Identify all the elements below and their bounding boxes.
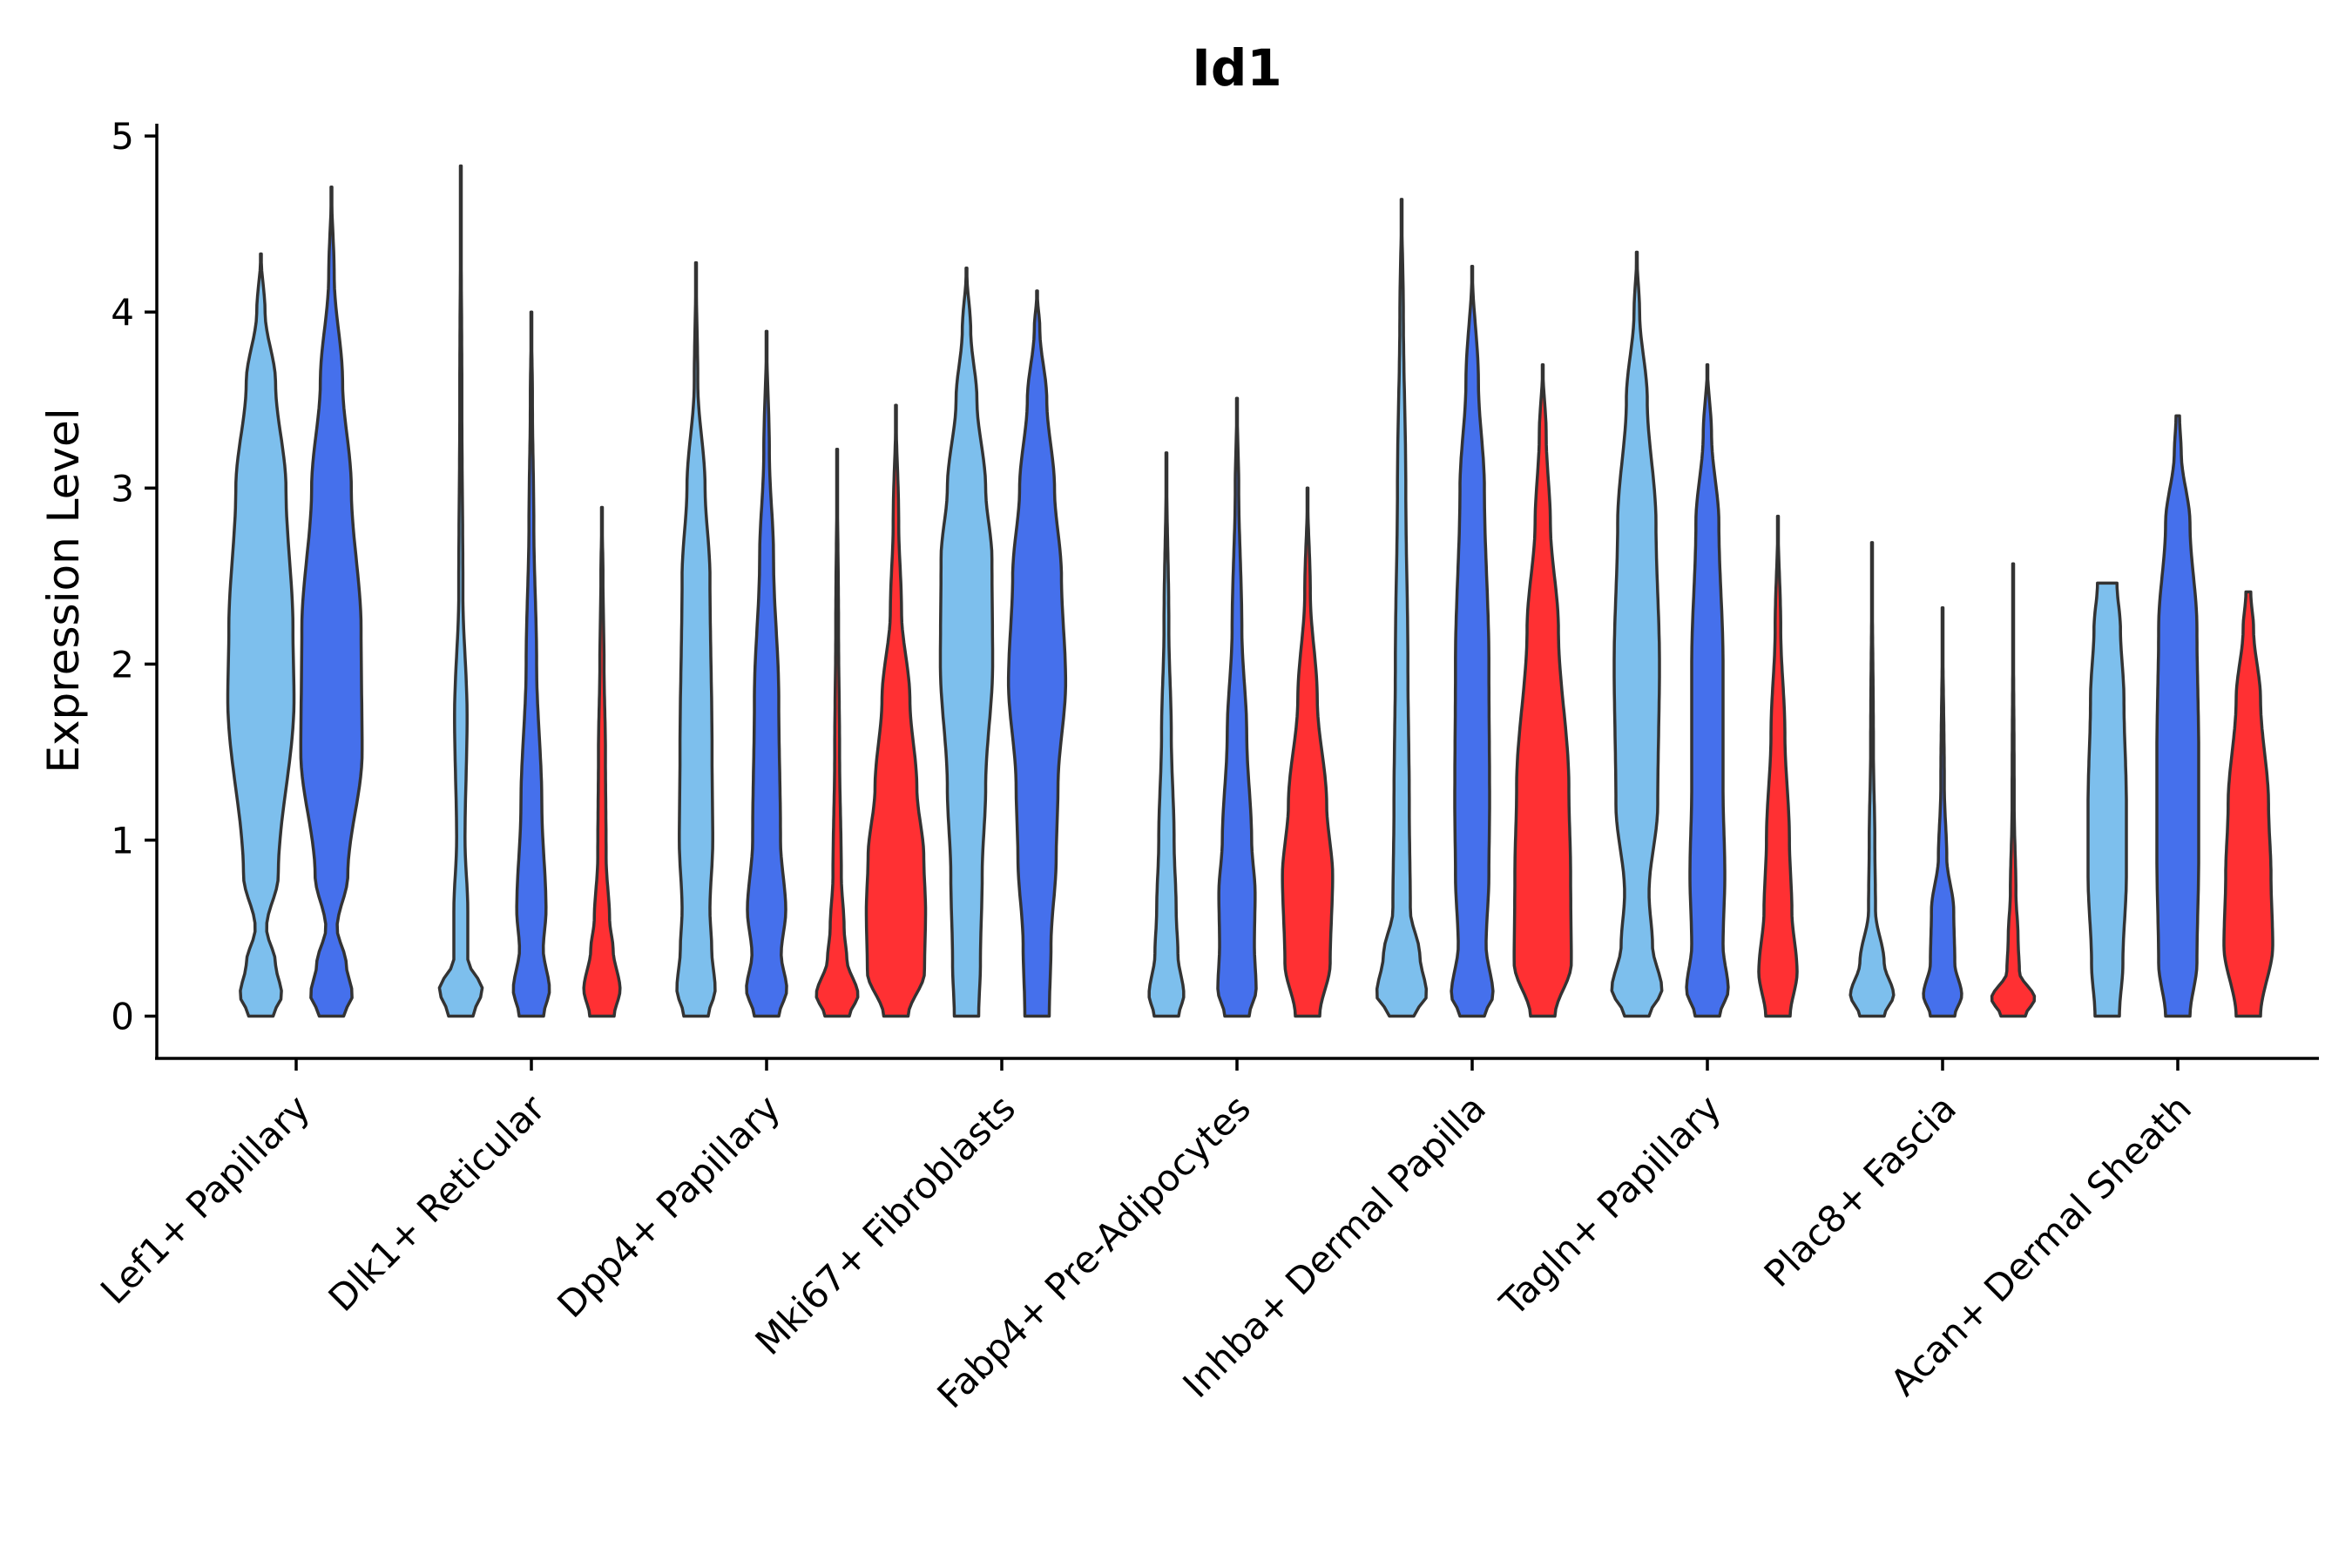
x-tick-label: Lef1+ Papillary [92,1086,318,1312]
violin-group-3-cat-5 [1512,363,1573,1018]
y-tick-label: 0 [111,996,134,1038]
violin-group-3-cat-1 [582,505,622,1018]
violin-group-2-cat-0 [299,185,364,1018]
violin-group-2-cat-4 [1216,396,1258,1018]
violin-group-1-cat-3 [938,266,995,1018]
violin-group-2-cat-1 [511,310,551,1018]
violin-group-2-cat-3 [1006,289,1068,1018]
y-axis-label: Expression Level [38,408,89,773]
violin-group-3-cat-4 [1281,486,1335,1018]
violin-group-3-cat-6 [1757,514,1799,1018]
chart-title: Id1 [1192,38,1281,98]
violin-group-1-cat-4 [1147,451,1186,1018]
violin-group-2-cat-5 [1450,264,1495,1018]
violin-group-3-cat-8 [2222,590,2274,1018]
x-tick-label: Dlk1+ Reticular [321,1086,554,1320]
violin-group-2-cat-8 [2155,414,2200,1018]
violin-layer [226,164,2274,1018]
violin-group-3-cat-2 [814,448,860,1018]
y-tick-label: 5 [111,115,134,158]
violin-group-1-cat-2 [675,260,717,1018]
violin-group-2-cat-6 [1685,363,1730,1018]
violin-group-2-cat-2 [745,329,788,1018]
y-tick-label: 3 [111,467,134,510]
x-tick-label: Plac8+ Fascia [1756,1086,1964,1294]
x-tick-label: Mki67+ Fibroblasts [747,1086,1024,1362]
violin-group-1-cat-8 [2086,581,2128,1018]
violin-group-1-cat-5 [1375,198,1429,1018]
violin-group-3-cat-7 [1990,562,2037,1018]
y-axis: 0 1 2 3 4 5 [111,115,159,1058]
x-tick-label: Tagln+ Papillary [1491,1086,1729,1324]
x-tick-label: Dpp4+ Papillary [549,1086,788,1326]
violin-group-1-cat-0 [226,252,296,1018]
y-tick-label: 4 [111,291,134,334]
violin-group-2-cat-7 [1922,605,1963,1018]
violin-group-3-cat-3 [864,403,928,1018]
violin-group-1-cat-1 [437,164,484,1018]
y-tick-label: 2 [111,643,134,686]
violin-group-1-cat-7 [1848,541,1896,1018]
y-tick-label: 1 [111,819,134,862]
violin-group-1-cat-6 [1610,250,1664,1018]
